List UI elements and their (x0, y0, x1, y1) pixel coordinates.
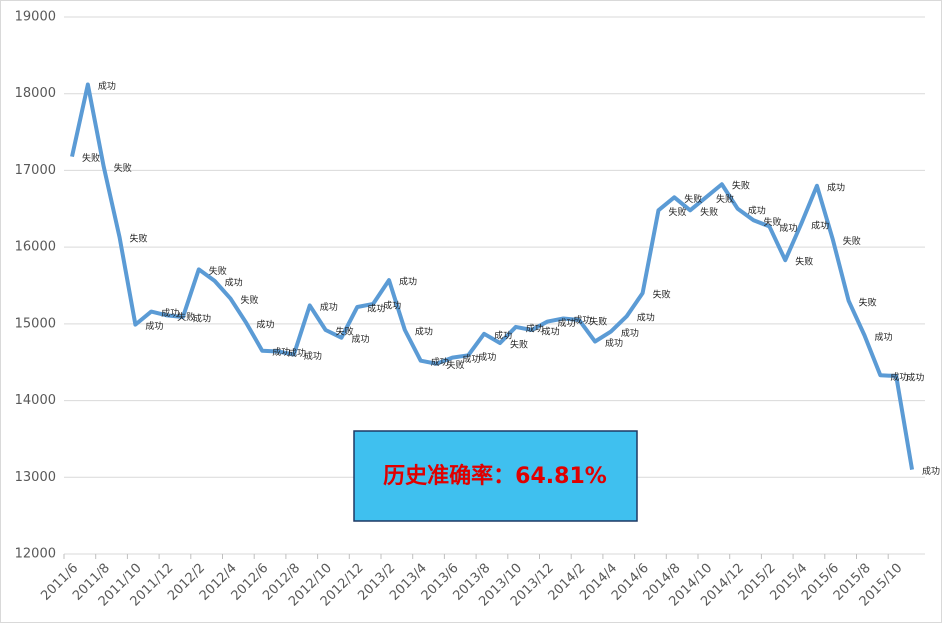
point-label: 成功 (890, 371, 908, 383)
point-label: 成功 (748, 204, 766, 216)
point-label: 失败 (716, 193, 734, 205)
point-label: 成功 (383, 299, 401, 311)
point-label: 失败 (653, 289, 671, 301)
point-label: 成功 (98, 80, 116, 92)
point-label: 失败 (859, 296, 877, 308)
point-label: 成功 (494, 329, 512, 341)
point-label: 成功 (558, 317, 576, 329)
point-label: 失败 (82, 152, 100, 164)
y-tick-label: 16000 (15, 240, 56, 255)
y-tick-label: 17000 (15, 163, 56, 178)
point-label: 失败 (668, 206, 686, 218)
point-label: 失败 (447, 359, 465, 371)
point-label: 成功 (145, 320, 163, 332)
point-label: 成功 (161, 307, 179, 319)
point-label: 失败 (732, 180, 750, 192)
point-label: 成功 (478, 351, 496, 363)
point-label: 成功 (193, 312, 211, 324)
point-label: 成功 (922, 465, 940, 477)
point-label: 成功 (431, 356, 449, 368)
point-label: 成功 (779, 222, 797, 234)
point-label: 失败 (241, 294, 259, 306)
point-label: 成功 (256, 319, 274, 331)
point-label: 成功 (637, 312, 655, 324)
point-label: 失败 (336, 325, 354, 337)
point-label: 失败 (114, 162, 132, 174)
point-label: 失败 (843, 235, 861, 247)
y-tick-label: 14000 (15, 393, 56, 408)
point-label: 成功 (351, 333, 369, 345)
point-label: 成功 (320, 301, 338, 313)
point-label: 成功 (288, 347, 306, 359)
point-label: 失败 (177, 311, 195, 323)
annotation-box (353, 430, 638, 522)
point-label: 成功 (621, 327, 639, 339)
point-label: 成功 (367, 302, 385, 314)
y-tick-label: 19000 (15, 10, 56, 25)
y-tick-label: 15000 (15, 316, 56, 331)
point-label: 失败 (510, 339, 528, 351)
point-label: 成功 (542, 325, 560, 337)
point-label: 失败 (700, 206, 718, 218)
point-label: 失败 (684, 193, 702, 205)
point-label: 失败 (130, 233, 148, 245)
point-label: 成功 (906, 372, 924, 384)
annotation: 历史准确率：64.81% (383, 463, 607, 489)
point-label: 失败 (795, 256, 813, 268)
point-label: 成功 (304, 350, 322, 362)
data-line (70, 82, 915, 470)
point-label: 成功 (225, 276, 243, 288)
point-label: 失败 (764, 216, 782, 228)
point-label: 成功 (399, 276, 417, 288)
point-label: 成功 (272, 346, 290, 358)
point-label: 成功 (415, 325, 433, 337)
point-label: 失败 (589, 316, 607, 328)
point-label: 成功 (605, 337, 623, 349)
y-tick-label: 18000 (15, 86, 56, 101)
point-label: 成功 (827, 181, 845, 193)
y-tick-label: 12000 (15, 547, 56, 562)
point-label: 成功 (526, 322, 544, 334)
point-label: 失败 (209, 265, 227, 277)
point-label: 成功 (811, 220, 829, 232)
point-label: 成功 (462, 353, 480, 365)
y-tick-label: 13000 (15, 470, 56, 485)
point-label: 成功 (573, 314, 591, 326)
point-label: 成功 (875, 331, 893, 343)
